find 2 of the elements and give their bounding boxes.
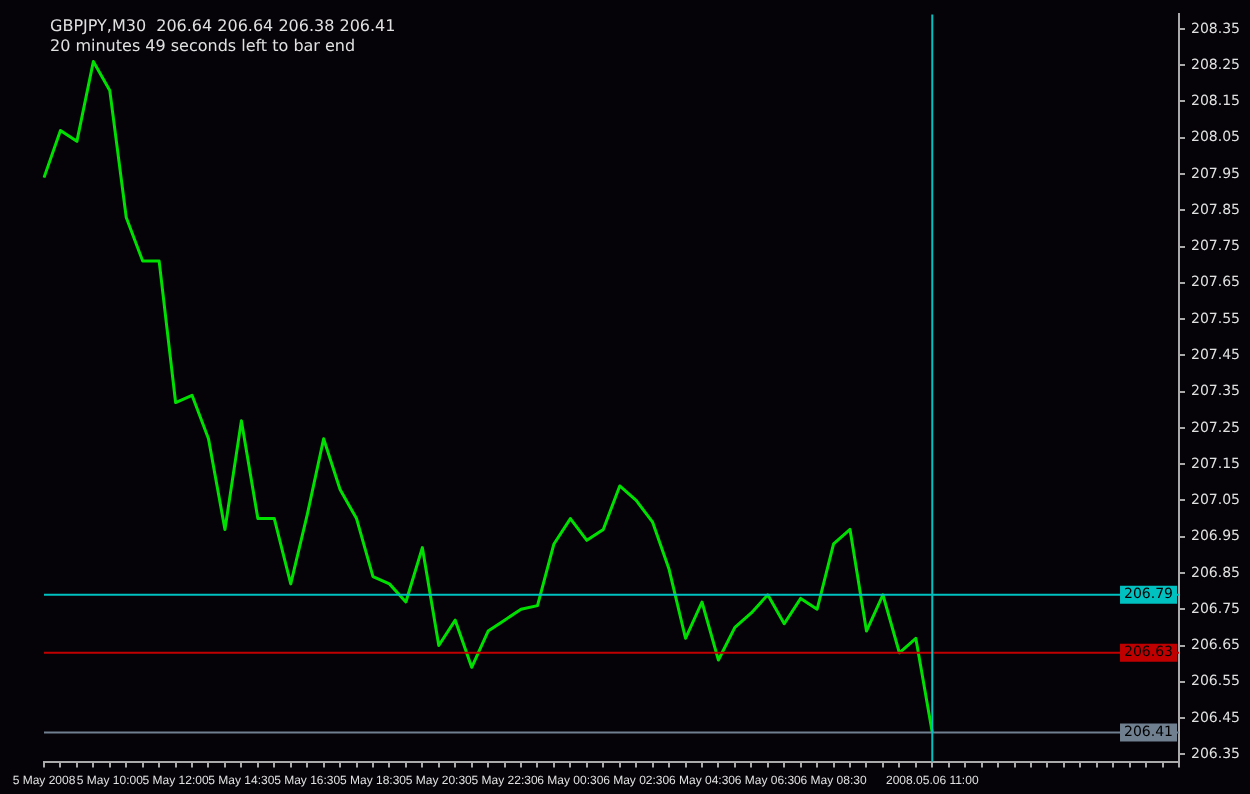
text: 20 minutes 49 seconds left to bar end	[50, 36, 356, 55]
chart-title: GBPJPY,M30 206.64 206.64 206.38 206.41	[50, 16, 396, 35]
